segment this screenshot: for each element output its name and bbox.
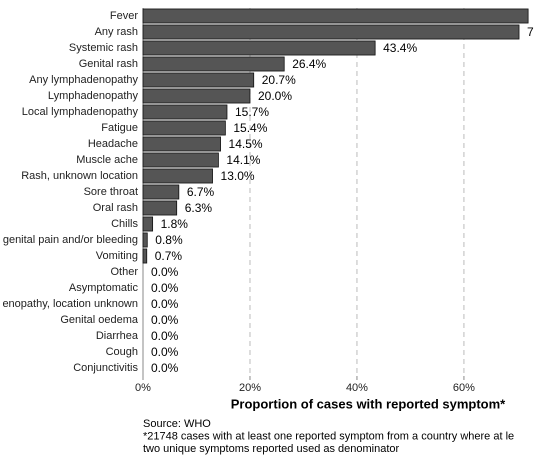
bar (142, 248, 148, 264)
value-label: 13.0% (221, 169, 255, 183)
value-label: 0.0% (151, 281, 179, 295)
value-label: 0.0% (151, 329, 179, 343)
bar (142, 216, 154, 232)
note: Source: WHO (143, 418, 211, 430)
y-tick-label: Lymphadenopathy (48, 90, 139, 102)
bar (142, 72, 255, 88)
x-tick-label: 40% (346, 382, 368, 394)
value-label: 0.0% (151, 345, 179, 359)
x-tick-label: 20% (239, 382, 261, 394)
y-tick-label: Genital rash (79, 58, 138, 70)
y-tick-label: Systemic rash (69, 42, 138, 54)
y-tick-label: Sore throat (84, 186, 138, 198)
y-tick-label: Diarrhea (96, 330, 139, 342)
bar (142, 40, 376, 56)
bar (142, 136, 221, 152)
y-tick-label: Muscle ache (76, 154, 138, 166)
bar (142, 56, 285, 72)
value-label: 15.4% (233, 121, 267, 135)
y-tick-label: Genital oedema (60, 314, 139, 326)
bar (142, 24, 520, 40)
value-label: 1.8% (161, 217, 189, 231)
value-label: 0.7% (155, 249, 183, 263)
value-label: 70.3% (527, 25, 534, 39)
y-tick-label: Local lymphadenopathy (22, 106, 139, 118)
y-tick-label: Vomiting (96, 250, 138, 262)
y-tick-label: Any rash (95, 26, 138, 38)
value-label: 15.7% (235, 105, 269, 119)
value-label: 0.0% (151, 297, 179, 311)
x-axis-label: Proportion of cases with reported sympto… (231, 396, 506, 411)
value-label: 20.0% (258, 89, 292, 103)
value-label: 6.3% (185, 201, 213, 215)
bar (142, 120, 226, 136)
value-label: 43.4% (383, 41, 417, 55)
x-tick-label: 0% (135, 382, 151, 394)
bar (142, 152, 219, 168)
y-tick-label: Chills (111, 218, 138, 230)
y-tick-label: Oral rash (93, 202, 138, 214)
bar (142, 200, 178, 216)
bar (142, 168, 213, 184)
value-label: 20.7% (262, 73, 296, 87)
bar (142, 184, 180, 200)
y-tick-label: Fatigue (101, 122, 138, 134)
y-tick-label: Rash, unknown location (21, 170, 138, 182)
y-tick-label: Any lymphadenopathy (29, 74, 138, 86)
value-label: 0.0% (151, 361, 179, 375)
y-tick-label: Cough (106, 346, 138, 358)
bar (142, 104, 228, 120)
bar (142, 88, 251, 104)
note: two unique symptoms reported used as den… (143, 443, 400, 455)
bar (142, 8, 529, 24)
bar (142, 232, 148, 248)
value-label: 6.7% (187, 185, 215, 199)
y-tick-label: Headache (88, 138, 138, 150)
value-label: 0.0% (151, 313, 179, 327)
y-tick-label: Fever (110, 10, 138, 22)
value-label: 14.1% (226, 153, 260, 167)
note: *21748 cases with at least one reported … (143, 430, 514, 442)
y-tick-label: enopathy, location unknown (2, 298, 138, 310)
value-label: 26.4% (292, 57, 326, 71)
value-label: 0.0% (151, 265, 179, 279)
value-label: 0.8% (155, 233, 183, 247)
y-tick-label: Asymptomatic (69, 282, 139, 294)
y-tick-label: Conjunctivitis (73, 362, 138, 374)
x-tick-label: 60% (453, 382, 475, 394)
value-label: 14.5% (229, 137, 263, 151)
y-tick-label: Other (110, 266, 138, 278)
y-tick-label: genital pain and/or bleeding (3, 234, 138, 246)
